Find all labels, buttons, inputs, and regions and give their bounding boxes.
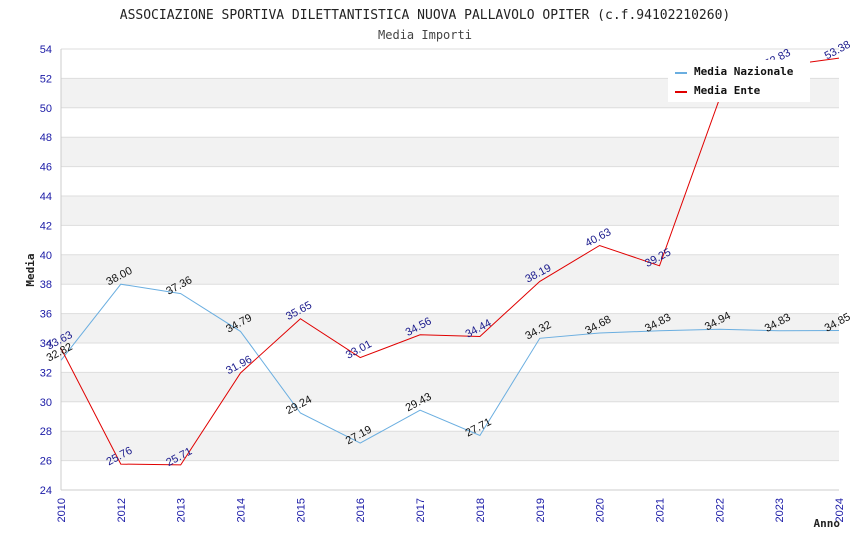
grid-band <box>61 313 839 343</box>
y-tick-label: 32 <box>40 367 52 379</box>
x-tick-label: 2018 <box>475 498 487 522</box>
axes <box>60 49 839 491</box>
y-tick-label: 52 <box>40 73 52 85</box>
y-tick-label: 26 <box>40 456 52 468</box>
y-tick-label: 48 <box>40 132 52 144</box>
grid-bands <box>61 78 839 461</box>
chart-subtitle: Media Importi <box>378 28 472 42</box>
x-axis-label: Anno <box>814 517 841 530</box>
chart-title: ASSOCIAZIONE SPORTIVA DILETTANTISTICA NU… <box>120 8 730 23</box>
y-tick-label: 34 <box>40 338 52 350</box>
series-line-media-nazionale <box>60 283 840 444</box>
x-tick-label: 2019 <box>535 498 547 522</box>
x-tick-label: 2014 <box>236 498 248 522</box>
y-axis-ticks: 24 26 28 30 32 34 36 38 40 42 44 46 48 50 52 54 <box>40 44 52 497</box>
y-tick-label: 50 <box>40 103 52 115</box>
y-tick-label: 44 <box>40 191 52 203</box>
grid-band <box>61 372 839 402</box>
y-axis-label: Media <box>24 253 37 286</box>
series-line-media-ente <box>60 57 840 466</box>
x-tick-label: 2013 <box>176 498 188 522</box>
series-lines <box>60 57 840 466</box>
y-tick-label: 40 <box>40 250 52 262</box>
x-tick-label: 2016 <box>355 498 367 522</box>
y-tick-label: 46 <box>40 162 52 174</box>
grid-band <box>61 254 839 285</box>
x-tick-label: 2024 <box>834 498 846 522</box>
y-tick-label: 42 <box>40 220 52 232</box>
legend-label-media-nazionale: Media Nazionale <box>694 65 794 78</box>
legend: Media Nazionale Media Ente <box>668 60 810 102</box>
grid-band <box>61 196 839 226</box>
legend-box <box>668 60 810 102</box>
x-axis-ticks: 2010 2012 2013 2014 2015 2016 2017 2018 2019 2020… <box>56 498 846 522</box>
x-tick-label: 2012 <box>116 498 128 522</box>
y-tick-label: 54 <box>40 44 52 56</box>
legend-label-media-ente: Media Ente <box>694 84 761 97</box>
x-tick-label: 2021 <box>654 498 666 522</box>
y-tick-label: 36 <box>40 309 52 321</box>
y-tick-label: 38 <box>40 279 52 291</box>
grid-band <box>61 431 839 461</box>
x-tick-label: 2022 <box>714 498 726 522</box>
y-tick-label: 24 <box>40 485 52 497</box>
y-tick-label: 30 <box>40 397 52 409</box>
x-tick-label: 2017 <box>415 498 427 522</box>
x-tick-label: 2023 <box>774 498 786 522</box>
y-tick-label: 28 <box>40 426 52 438</box>
x-tick-label: 2015 <box>295 498 307 522</box>
x-tick-label: 2010 <box>56 498 68 522</box>
grid-band <box>61 137 839 167</box>
x-tick-label: 2020 <box>595 498 607 522</box>
